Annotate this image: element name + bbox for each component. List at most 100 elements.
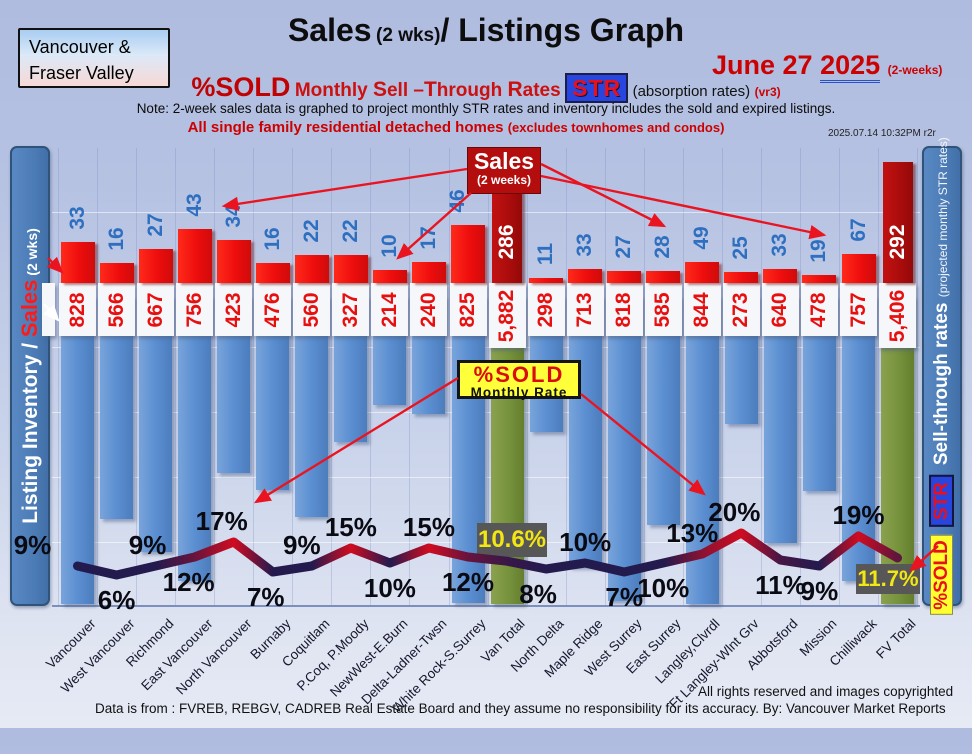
inventory-label-box-mission: 478 <box>800 283 838 336</box>
x-axis-line <box>52 605 920 607</box>
inventory-label-box-east-vancouver: 756 <box>176 283 214 336</box>
sales-bar-burnaby <box>255 263 290 283</box>
right-axis-banner: %SOLDSTRSell-through rates (projected mo… <box>922 137 962 615</box>
pctsold-legend-callout: %SOLD Monthly Rate <box>457 360 581 400</box>
sales-bar-langley-clvrdl <box>685 262 720 283</box>
gridline <box>136 148 138 606</box>
gridline <box>175 148 177 606</box>
gridline <box>917 148 919 606</box>
inventory-label-box-p-coq-p-moody: 327 <box>332 283 370 336</box>
sales-bar-delta-ladner-twsn <box>411 262 446 283</box>
str-label-newwest-e-burn: 10% <box>363 573 416 603</box>
inventory-label-box-west-surrey: 818 <box>605 283 643 336</box>
title-rest: / Listings Graph <box>440 12 685 48</box>
sales-bar-east-vancouver <box>177 229 212 283</box>
gridline <box>643 148 645 606</box>
inventory-label-box-north-vancouver: 423 <box>215 283 253 336</box>
sales-legend-callout: Sales (2 weeks) <box>467 147 541 194</box>
inventory-label-box-newwest-e-burn: 214 <box>371 283 409 336</box>
property-type-subtitle: All single family residential detached h… <box>0 119 912 136</box>
sales-bar-vancouver <box>60 242 95 283</box>
gridline <box>604 148 606 606</box>
pctsold-callout-title: %SOLD <box>473 362 565 387</box>
str-part: Monthly <box>294 80 373 101</box>
inventory-label-box-maple-ridge: 713 <box>566 283 604 336</box>
sales-bar-north-delta <box>529 278 564 283</box>
gridline <box>52 412 920 413</box>
gridline <box>52 347 920 348</box>
str-label-west-surrey: 7% <box>605 582 643 612</box>
absorption-note: (absorption rates) <box>632 83 751 100</box>
gridline <box>721 148 723 606</box>
gridline <box>214 148 216 606</box>
title-wks: (2 wks) <box>376 25 441 46</box>
region-line1: Vancouver & <box>29 37 131 57</box>
inventory-label-box-richmond: 667 <box>137 283 175 336</box>
report-date: June 27 2025 (2-weeks) <box>712 50 943 83</box>
inventory-label-box-coquitlam: 560 <box>293 283 331 336</box>
data-source-note: Data is from : FVREB, REBGV, CADREB Real… <box>95 701 946 716</box>
title-sales: Sales <box>287 12 372 48</box>
sales-bar-mission <box>802 275 837 283</box>
str-part: hrough <box>436 80 508 101</box>
gridline <box>878 148 880 606</box>
labels-layer: 9% Vancouver 6% West Vancouver 9% Richmond 12%… <box>13 497 920 716</box>
inventory-label-box-delta-ladner-twsn: 240 <box>410 283 448 336</box>
gridline <box>58 148 59 606</box>
str-label-north-vancouver: 17% <box>195 506 248 536</box>
sales-bar-north-vancouver <box>216 240 251 283</box>
str-label-p-coq-p-moody: 15% <box>324 512 377 542</box>
gridline <box>682 148 684 606</box>
inventory-label-box-van-total: 5,882 <box>488 283 526 348</box>
sales-callout-sub: (2 weeks) <box>476 173 532 187</box>
page-title: Sales (2 wks)/ Listings Graph <box>0 12 972 49</box>
inventory-label-box-fv-total: 5,406 <box>879 283 917 348</box>
inventory-label-box-ft-langley-wlnt-grv: 273 <box>722 283 760 336</box>
date-suffix: (2-weeks) <box>887 63 943 77</box>
str-label-van-total: 10.6% <box>477 523 547 557</box>
sales-callout-title: Sales <box>473 148 535 174</box>
sales-bar-maple-ridge <box>568 269 603 283</box>
inventory-label-box-burnaby: 476 <box>254 283 292 336</box>
left-axis-banner: Listing Inventory / Sales (2 wks) <box>10 146 50 606</box>
method-note: Note: 2-week sales data is graphed to pr… <box>136 101 836 116</box>
str-label-fv-total: 11.7% <box>856 564 920 594</box>
str-label-maple-ridge: 10% <box>559 527 612 557</box>
version-tag: (vr3) <box>754 85 781 99</box>
str-part: ell – <box>386 80 424 101</box>
copyright-note: All rights reserved and images copyright… <box>698 684 954 699</box>
gridline <box>839 148 840 606</box>
inventory-label-box-chilliwack: 757 <box>840 283 877 336</box>
inventory-label-box-abbotsford: 640 <box>761 283 799 336</box>
str-subtitle-line: %SOLD Monthly Sell –Through Rates STR (a… <box>0 72 972 103</box>
pctsold-callout-sub: Monthly Rate <box>470 385 568 400</box>
str-label-ft-langley-wlnt-grv: 20% <box>708 497 761 527</box>
sales-bar-abbotsford <box>763 269 798 283</box>
date-main: June 27 <box>712 50 813 80</box>
sales-bar-coquitlam <box>294 255 329 283</box>
inventory-label-box-west-vancouver: 566 <box>98 283 136 336</box>
sales-bar-richmond <box>138 249 173 283</box>
str-part-cap: T <box>423 78 437 101</box>
str-part-cap: S <box>372 78 387 101</box>
gridline <box>799 148 801 606</box>
inventory-label-box-east-surrey: 585 <box>644 283 682 336</box>
sales-bar-p-coq-p-moody <box>333 255 368 283</box>
str-label-north-delta: 8% <box>519 579 557 609</box>
inventory-label-box-north-delta: 298 <box>527 283 565 336</box>
inventory-label-box-vancouver: 828 <box>59 283 96 336</box>
sales-bar-fv-total: 292 <box>882 162 913 283</box>
str-part-cap: R <box>507 78 523 101</box>
str-label-west-vancouver: 6% <box>97 585 136 615</box>
sales-bar-west-surrey <box>607 271 642 283</box>
date-year: 2025 <box>820 50 881 83</box>
str-rates-text: Monthly Sell –Through Rates <box>294 78 561 101</box>
sales-bar-west-vancouver <box>99 263 134 283</box>
gridline <box>97 148 99 606</box>
generated-timestamp: 2025.07.14 10:32PM r2r <box>828 128 936 139</box>
str-label-vancouver: 9% <box>13 530 52 560</box>
subtitle-main: All single family residential detached h… <box>187 119 508 136</box>
sales-bar-newwest-e-burn <box>372 270 407 283</box>
inventory-label-box-white-rock-s-surrey: 825 <box>449 283 487 336</box>
inventory-label-box-langley-clvrdl: 844 <box>683 283 721 336</box>
